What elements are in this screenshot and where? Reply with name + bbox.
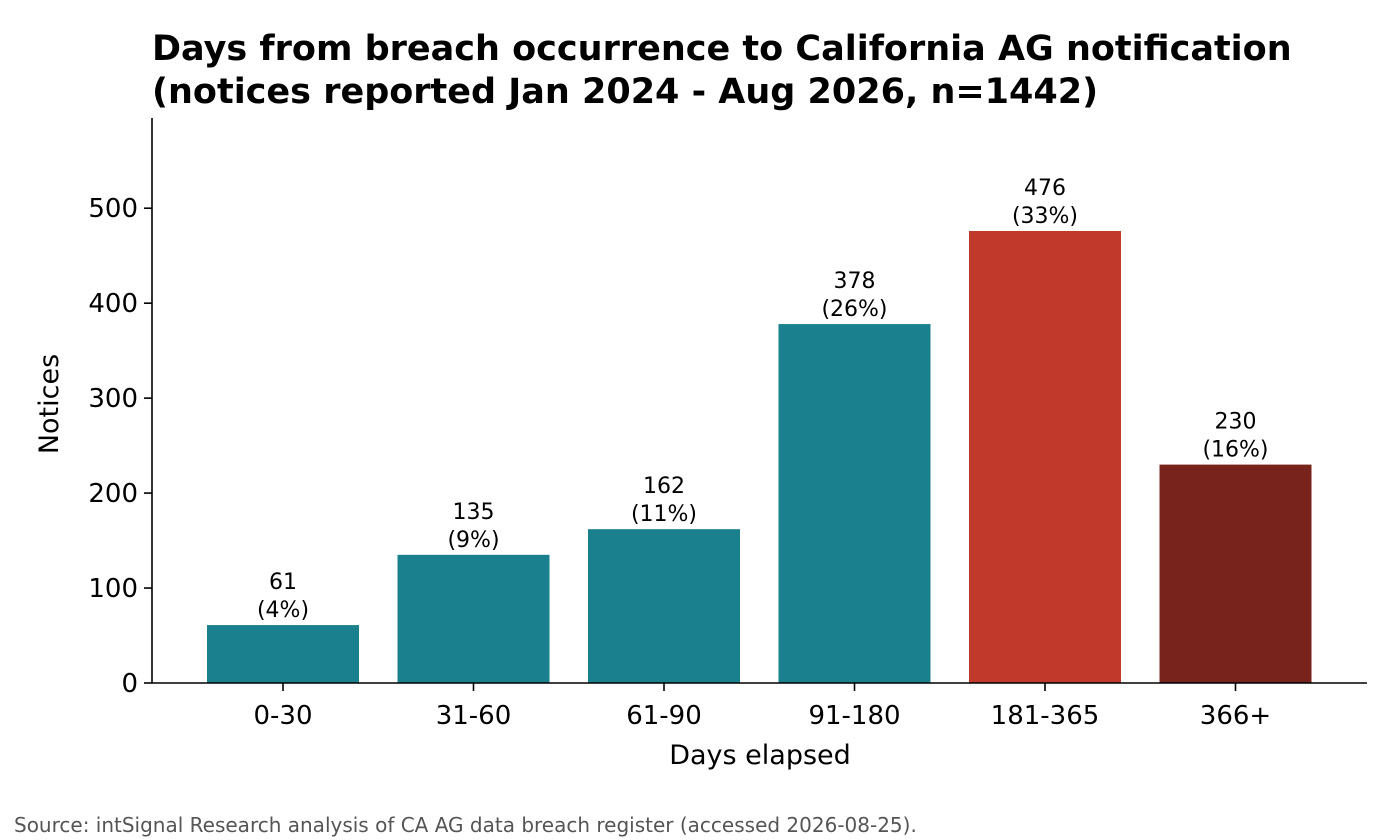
data-labels-layer: 61 (4%) 135 (9%) 162 (11%) 378 (26%) 476 (33%) 230… — [257, 176, 1269, 623]
x-axis: 0-30 31-60 61-90 91-180 181-365 366+ — [152, 682, 1367, 731]
bar-percent-label: (26%) — [821, 297, 887, 322]
y-tick-label: 400 — [88, 289, 138, 319]
y-tick-label: 100 — [88, 574, 138, 604]
bar-percent-label: (33%) — [1012, 204, 1078, 229]
bar-percent-label: (16%) — [1202, 438, 1268, 463]
y-tick-label: 300 — [88, 384, 138, 414]
y-tick-label: 0 — [121, 669, 138, 699]
x-tick-label: 31-60 — [436, 701, 512, 731]
bar-percent-label: (4%) — [257, 598, 309, 623]
y-tick-label: 500 — [88, 194, 138, 224]
x-tick-label: 181-365 — [991, 701, 1100, 731]
y-axis: 0 100 200 300 400 500 — [88, 118, 153, 699]
chart-title-line-2: (notices reported Jan 2024 - Aug 2026, n… — [152, 72, 1098, 112]
bar-366+ — [1159, 464, 1312, 683]
bar-91-180 — [778, 324, 931, 683]
x-tick-label: 366+ — [1200, 701, 1271, 731]
bar-0-30 — [207, 625, 359, 683]
bar-181-365 — [969, 231, 1121, 683]
source-note: Source: intSignal Research analysis of C… — [14, 813, 917, 837]
bar-31-60 — [397, 554, 550, 683]
bar-value-label: 378 — [834, 269, 876, 294]
bar-percent-label: (9%) — [447, 528, 499, 553]
x-axis-label: Days elapsed — [669, 740, 851, 771]
bar-value-label: 162 — [643, 474, 685, 499]
bars-layer — [207, 231, 1312, 683]
bar-value-label: 61 — [269, 570, 297, 595]
x-tick-label: 91-180 — [808, 701, 900, 731]
y-tick-label: 200 — [88, 479, 138, 509]
chart-title-line-1: Days from breach occurrence to Californi… — [152, 29, 1292, 69]
x-tick-label: 61-90 — [626, 701, 702, 731]
bar-percent-label: (11%) — [631, 502, 697, 527]
y-axis-label: Notices — [34, 354, 65, 454]
bar-61-90 — [588, 529, 740, 683]
bar-value-label: 230 — [1215, 410, 1257, 435]
x-tick-label: 0-30 — [253, 701, 312, 731]
bar-value-label: 476 — [1024, 176, 1066, 201]
bar-value-label: 135 — [453, 500, 495, 525]
